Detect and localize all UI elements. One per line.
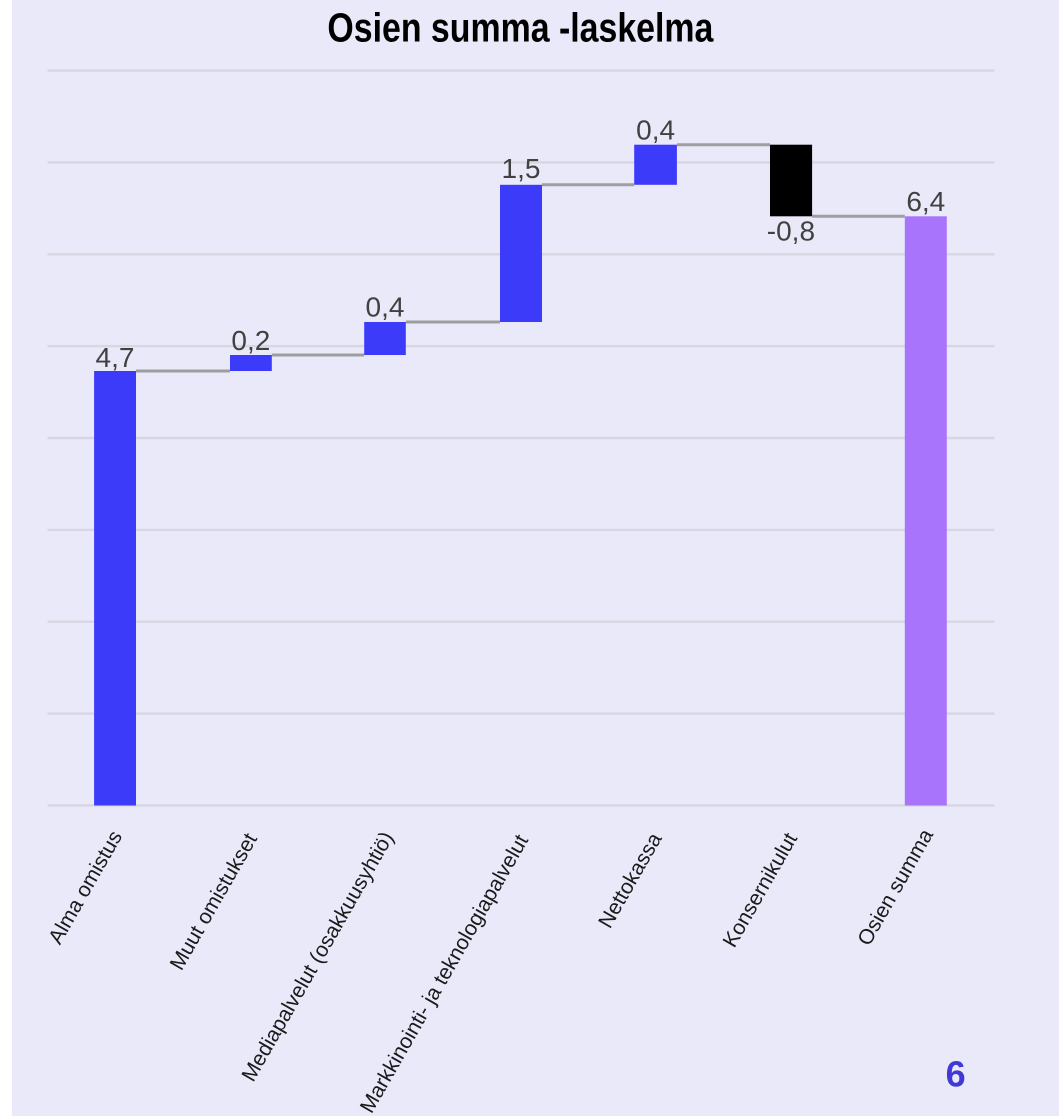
svg-text:Konsernikulut: Konsernikulut (719, 829, 803, 951)
svg-text:0,4: 0,4 (366, 292, 405, 323)
svg-text:Mediapalvelut (osakkuusyhtiö): Mediapalvelut (osakkuusyhtiö) (237, 828, 398, 1086)
svg-text:Muut omistukset: Muut omistukset (166, 829, 262, 974)
svg-text:Osien summa -laskelma: Osien summa -laskelma (327, 5, 714, 51)
svg-text:0,4: 0,4 (636, 114, 675, 145)
svg-text:Osien summa: Osien summa (853, 825, 938, 950)
svg-text:4,7: 4,7 (96, 342, 135, 373)
svg-text:6,4: 6,4 (906, 186, 945, 217)
svg-text:6: 6 (946, 1054, 966, 1095)
svg-text:0,2: 0,2 (231, 325, 270, 356)
svg-text:1,5: 1,5 (502, 153, 541, 184)
svg-text:-0,8: -0,8 (767, 216, 815, 247)
svg-text:Nettokassa: Nettokassa (594, 829, 667, 932)
svg-text:Markkinointi- ja teknologiapal: Markkinointi- ja teknologiapalvelut (356, 831, 533, 1116)
svg-text:Alma omistus: Alma omistus (44, 827, 127, 948)
